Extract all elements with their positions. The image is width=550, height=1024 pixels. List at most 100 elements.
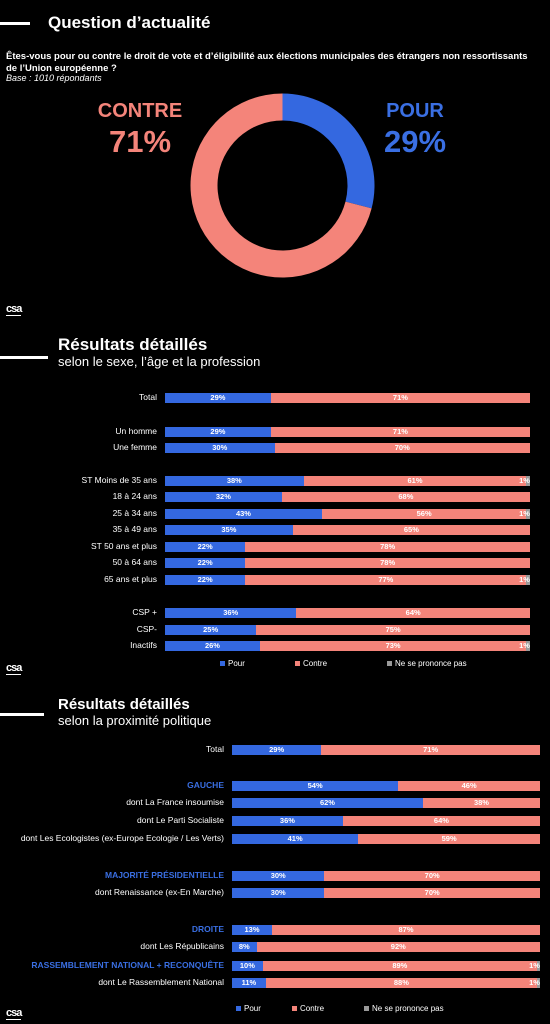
bar-row: 30% 70% xyxy=(165,443,530,453)
bar-segment-contre: 46% xyxy=(398,781,540,791)
data-label: 8% xyxy=(238,942,250,951)
legend2-pour-label: Pour xyxy=(244,1004,261,1013)
bar-segment-contre: 78% xyxy=(245,558,530,568)
bar-segment-pour: 11% xyxy=(232,978,266,988)
legend2-nsp-swatch xyxy=(364,1006,369,1011)
legend2-pour-swatch xyxy=(236,1006,241,1011)
bar-segment-pour: 36% xyxy=(165,608,297,618)
section1-title: Résultats détaillés xyxy=(58,335,208,354)
bar-segment-contre: 77% xyxy=(245,575,527,585)
legend2-contre-swatch xyxy=(292,1006,297,1011)
donut-slice-contre xyxy=(190,93,372,278)
bar-row: 35% 65% xyxy=(165,525,530,535)
section2-subtitle: selon la proximité politique xyxy=(58,713,212,728)
data-label: 26% xyxy=(204,641,220,650)
bar-segment-nsp: 1% xyxy=(519,641,530,651)
section2-title: Résultats détaillés xyxy=(58,696,190,713)
donut-contre-label: CONTRE xyxy=(97,100,183,122)
legend-contre-swatch xyxy=(295,661,300,666)
data-label: 22% xyxy=(197,575,213,584)
bar-segment-contre: 64% xyxy=(342,816,540,826)
bar-segment-contre: 38% xyxy=(422,798,540,808)
bar-segment-pour: 30% xyxy=(232,888,325,898)
data-label: 77% xyxy=(378,575,394,584)
bar-row: 22% 77% 1% xyxy=(165,575,530,585)
data-label: 1% xyxy=(519,641,530,650)
bar-row: 32% 68% xyxy=(165,492,530,502)
donut-slice-pour xyxy=(282,93,375,209)
data-label: 64% xyxy=(433,816,449,825)
bar-segment-contre: 71% xyxy=(270,393,530,403)
legend-nsp-swatch xyxy=(387,661,392,666)
bar-segment-contre: 71% xyxy=(270,427,530,437)
row-label: Total xyxy=(206,744,224,754)
bar-row: 10% 89% 1% xyxy=(232,961,540,971)
bar-row: 36% 64% xyxy=(165,608,530,618)
bar-segment-nsp: 1% xyxy=(519,575,530,585)
row-label: CSP + xyxy=(132,607,157,617)
header-rule xyxy=(0,22,30,25)
row-label: GAUCHE xyxy=(187,780,224,790)
bar-row: 54% 46% xyxy=(232,781,540,791)
bar-segment-pour: 36% xyxy=(232,816,343,826)
bar-row: 36% 64% xyxy=(232,816,540,826)
bar-segment-pour: 30% xyxy=(232,871,325,881)
row-label: 25 à 34 ans xyxy=(112,508,157,518)
data-label: 38% xyxy=(473,798,489,807)
row-label: 35 à 49 ans xyxy=(112,524,157,534)
data-label: 71% xyxy=(392,427,408,436)
bar-segment-pour: 22% xyxy=(165,542,246,552)
data-label: 30% xyxy=(270,888,286,897)
data-label: 43% xyxy=(235,509,251,518)
legend-contre: Contre xyxy=(295,659,387,668)
data-label: 13% xyxy=(244,925,260,934)
bar-segment-pour: 22% xyxy=(165,575,246,585)
section1-rule xyxy=(0,356,48,359)
bar-segment-contre: 92% xyxy=(256,942,540,952)
bar-row: 41% 59% xyxy=(232,834,540,844)
legend2-nsp-label: Ne se prononce pas xyxy=(372,1004,444,1013)
bar-row: 25% 75% xyxy=(165,625,530,635)
bar-segment-pour: 54% xyxy=(232,781,399,791)
row-label: ST 50 ans et plus xyxy=(91,541,157,551)
bar-segment-pour: 13% xyxy=(232,925,273,935)
bar-row: 38% 61% 1% xyxy=(165,476,530,486)
legend-nsp: Ne se prononce pas xyxy=(387,659,467,668)
bar-row: 30% 70% xyxy=(232,871,540,881)
data-label: 59% xyxy=(441,834,457,843)
row-label: dont Les Républicains xyxy=(140,941,224,951)
bar-segment-contre: 59% xyxy=(358,834,540,844)
data-label: 78% xyxy=(380,542,396,551)
legend2-pour: Pour xyxy=(236,1004,292,1013)
chart1-legend: Pour Contre Ne se prononce pas xyxy=(220,659,467,668)
row-label: Un homme xyxy=(115,426,157,436)
bar-row: 62% 38% xyxy=(232,798,540,808)
csa-logo-2: csa xyxy=(6,662,22,675)
data-label: 73% xyxy=(385,641,401,650)
data-label: 87% xyxy=(398,925,414,934)
bar-row: 11% 88% 1% xyxy=(232,978,540,988)
data-label: 62% xyxy=(319,798,335,807)
row-label: 50 à 64 ans xyxy=(112,557,157,567)
bar-segment-pour: 10% xyxy=(232,961,263,971)
row-label: Total xyxy=(139,392,157,402)
data-label: 75% xyxy=(385,625,401,634)
bar-row: 29% 71% xyxy=(165,427,530,437)
data-label: 61% xyxy=(407,476,423,485)
data-label: 22% xyxy=(197,558,213,567)
data-label: 70% xyxy=(424,871,440,880)
bar-segment-pour: 8% xyxy=(232,942,257,952)
data-label: 38% xyxy=(226,476,242,485)
row-label: dont Le Parti Socialiste xyxy=(137,815,224,825)
bar-segment-contre: 75% xyxy=(256,625,530,635)
data-label: 36% xyxy=(279,816,295,825)
data-label: 35% xyxy=(221,525,237,534)
row-label: RASSEMBLEMENT NATIONAL + RECONQUÊTE xyxy=(31,960,224,970)
bar-row: 22% 78% xyxy=(165,558,530,568)
bar-segment-contre: 70% xyxy=(274,443,530,453)
donut-chart xyxy=(190,93,375,278)
row-label: Une femme xyxy=(113,442,157,452)
bar-segment-contre: 65% xyxy=(292,525,530,535)
bar-segment-contre: 61% xyxy=(303,476,527,486)
row-label: dont Le Rassemblement National xyxy=(98,977,224,987)
